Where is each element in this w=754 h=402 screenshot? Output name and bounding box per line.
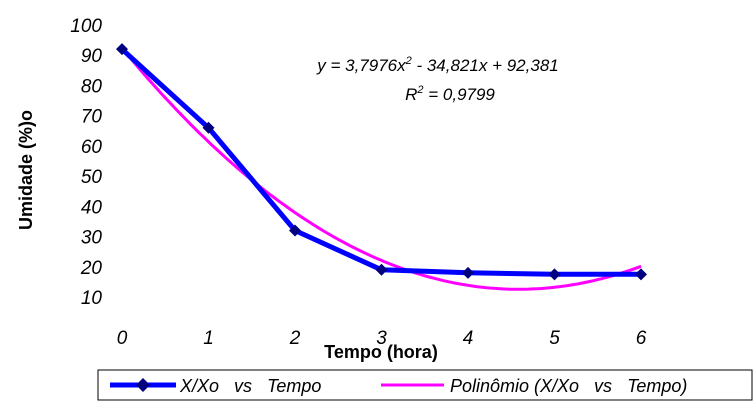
y-tick-label: 30	[81, 228, 103, 249]
data-point	[116, 43, 128, 56]
y-tick-label: 10	[81, 288, 103, 309]
data-point	[462, 266, 474, 279]
x-tick-label: 1	[203, 328, 214, 349]
y-axis-tick-labels: 10 20 30 40 50 60 70 80 90 100	[70, 16, 102, 309]
y-tick-label: 100	[70, 16, 102, 37]
y-tick-label: 40	[81, 197, 103, 218]
trendline-equation: y = 3,7976x2 - 34,821x + 92,381	[316, 55, 558, 75]
data-point	[375, 263, 388, 276]
legend-label-series-1: X/Xo vs Tempo	[179, 376, 321, 396]
data-point	[635, 268, 647, 281]
r2-prefix: R	[405, 85, 417, 104]
y-tick-label: 60	[81, 137, 103, 158]
series-line	[120, 47, 641, 277]
y-tick-label: 70	[81, 107, 103, 128]
x-tick-label: 2	[289, 328, 301, 349]
data-point	[289, 224, 301, 237]
x-axis-title: Tempo (hora)	[324, 342, 438, 362]
x-tick-label: 6	[636, 328, 647, 349]
x-tick-label: 0	[117, 328, 128, 349]
y-tick-label: 90	[81, 46, 103, 67]
data-point	[202, 121, 215, 134]
equation-exponent: 2	[405, 55, 412, 67]
equation-prefix: y = 3,7976x	[316, 56, 406, 75]
series-trendline	[120, 47, 642, 291]
r2-suffix: = 0,9799	[424, 85, 496, 104]
legend: X/Xo vs Tempo Polinômio (X/Xo vs Tempo)	[97, 369, 753, 401]
x-axis-tick-labels: 0 1 2 3 4 5 6	[117, 328, 647, 349]
y-tick-label: 50	[81, 167, 103, 188]
plot-area	[116, 43, 647, 291]
x-tick-label: 5	[549, 328, 560, 349]
r-squared: R2 = 0,9799	[405, 84, 495, 104]
y-axis-title: Umidade (%)o	[16, 110, 36, 230]
x-tick-label: 3	[376, 328, 387, 349]
legend-marker-series-1	[136, 378, 150, 392]
r2-exponent: 2	[416, 84, 423, 96]
legend-label-series-2: Polinômio (X/Xo vs Tempo)	[450, 376, 687, 396]
x-tick-label: 4	[463, 328, 474, 349]
y-tick-label: 80	[81, 76, 103, 97]
equation-suffix: - 34,821x + 92,381	[412, 56, 559, 75]
data-point	[548, 268, 561, 281]
y-tick-label: 20	[80, 258, 103, 279]
